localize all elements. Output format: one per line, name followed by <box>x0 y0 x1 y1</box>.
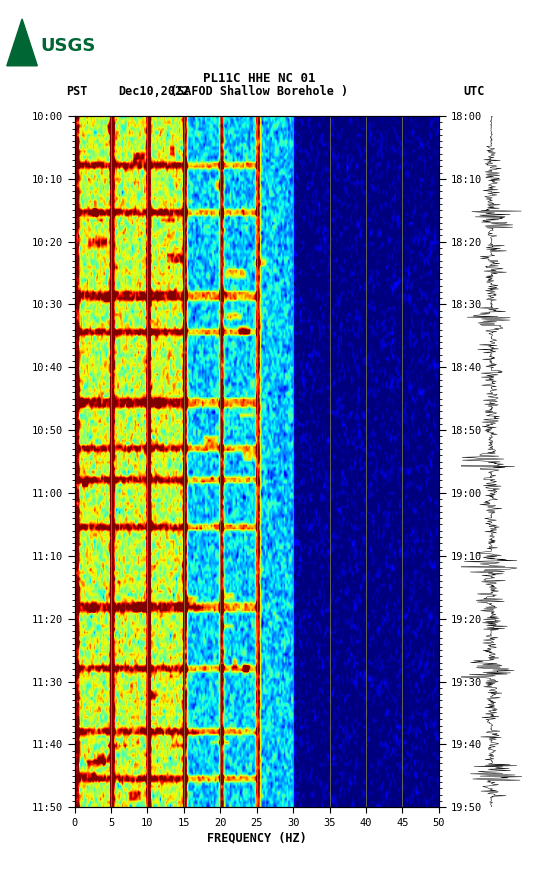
X-axis label: FREQUENCY (HZ): FREQUENCY (HZ) <box>207 832 306 845</box>
Text: UTC: UTC <box>464 85 485 98</box>
Polygon shape <box>7 19 38 66</box>
Text: PL11C HHE NC 01: PL11C HHE NC 01 <box>203 71 316 85</box>
Text: Dec10,2022: Dec10,2022 <box>119 85 190 98</box>
Text: PST: PST <box>66 85 88 98</box>
Text: (SAFOD Shallow Borehole ): (SAFOD Shallow Borehole ) <box>171 85 348 98</box>
Text: USGS: USGS <box>40 37 95 54</box>
